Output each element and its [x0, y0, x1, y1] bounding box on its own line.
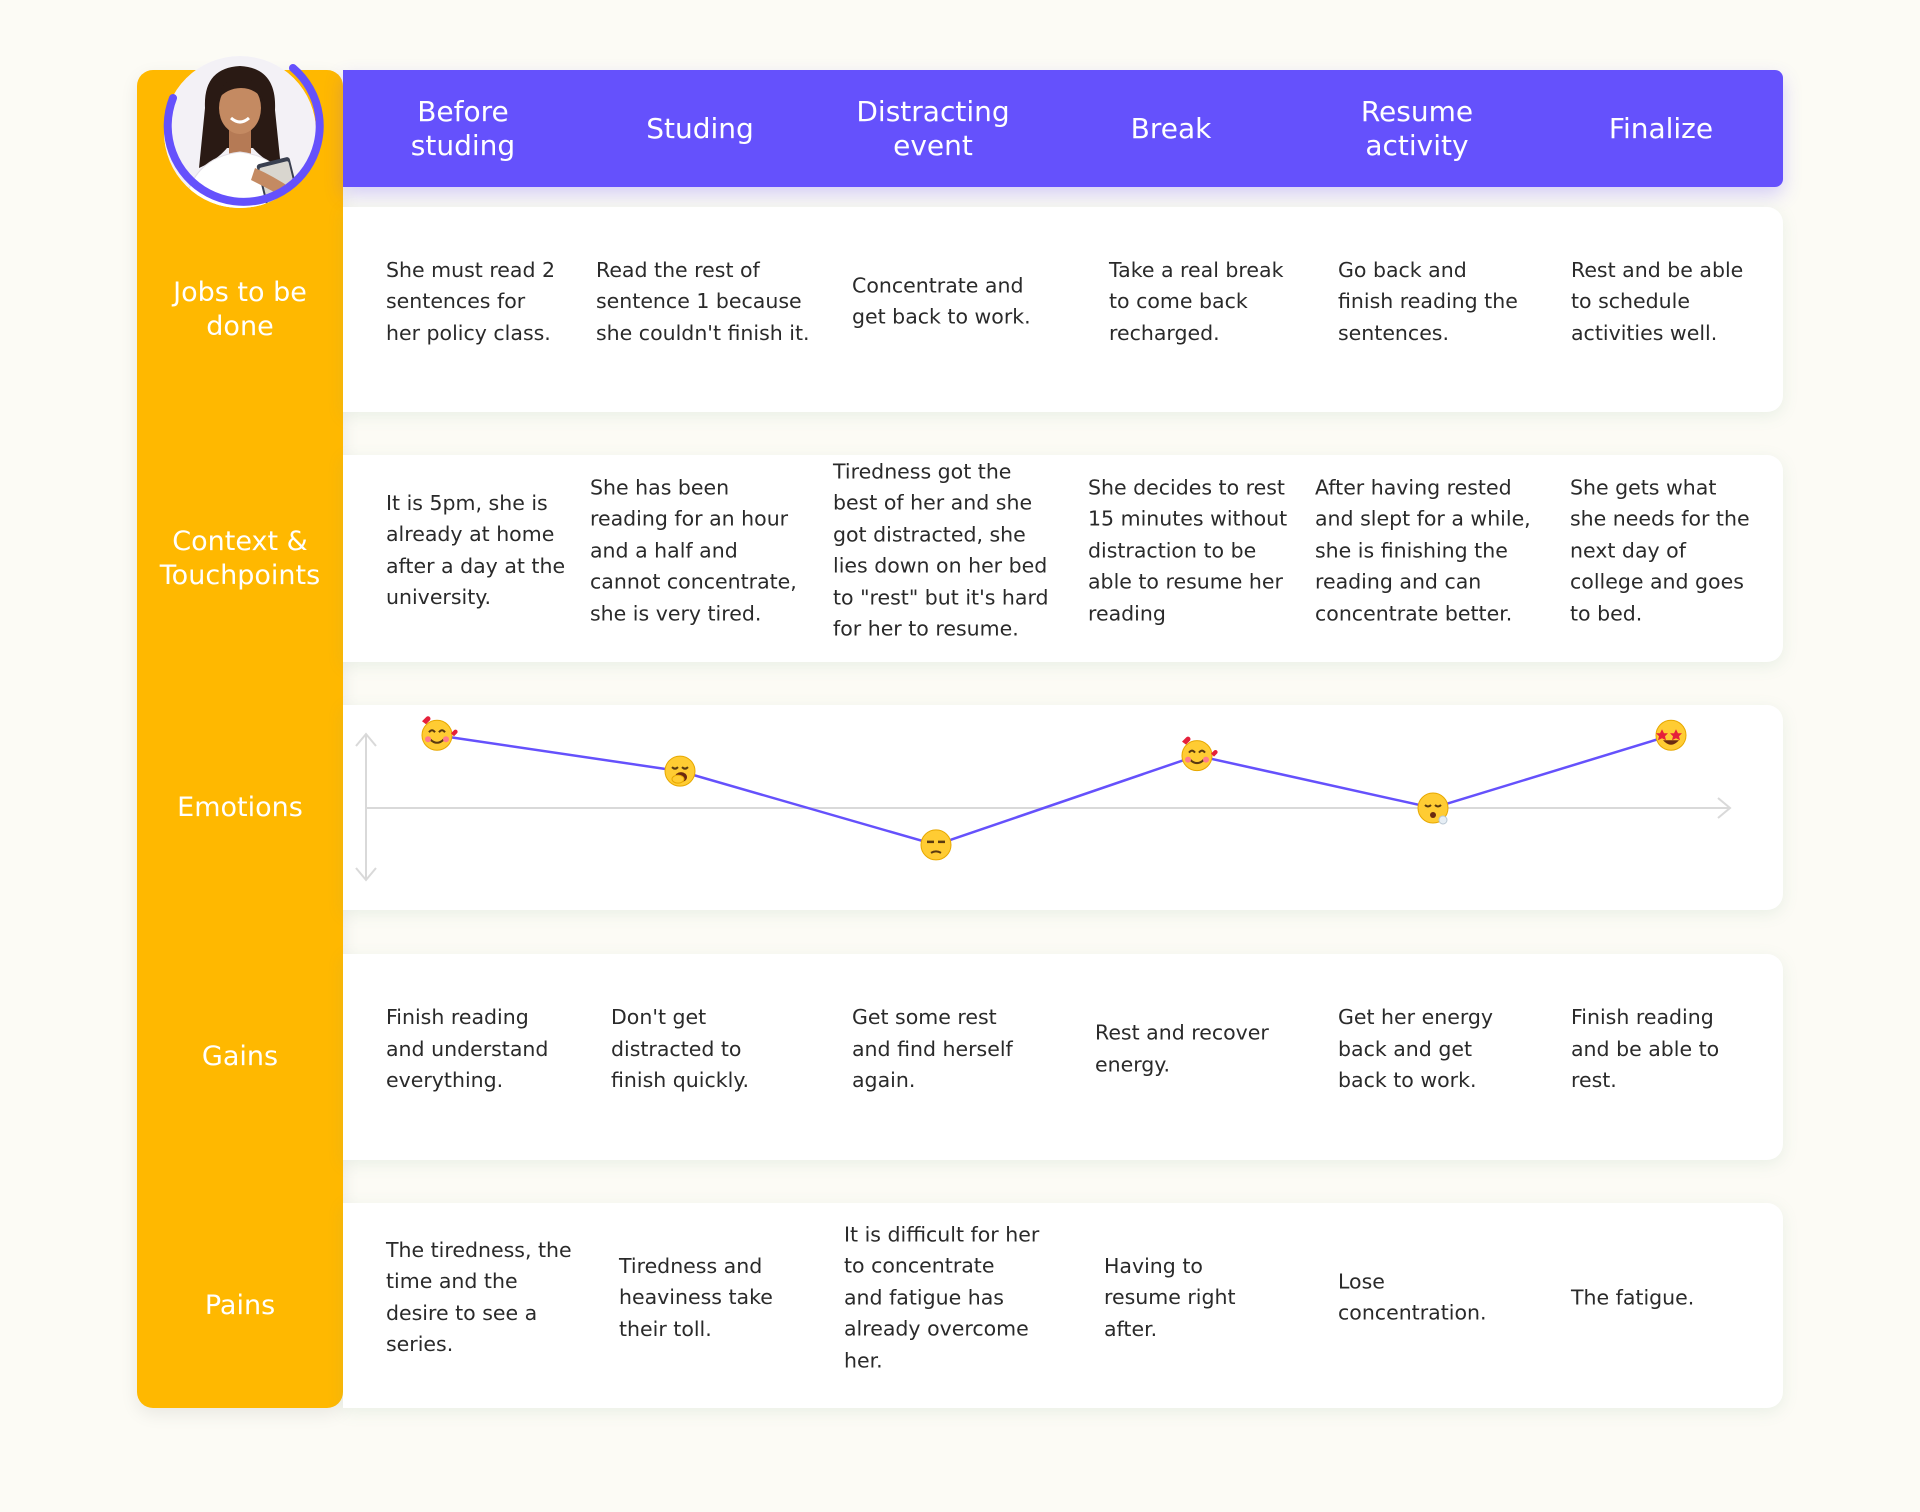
- jobs-to-be-done-cell: She must read 2 sentences for her policy…: [386, 257, 556, 345]
- unamused-face-icon: [920, 829, 952, 861]
- emotion-curve: [436, 734, 1672, 847]
- avatar-icon: [163, 56, 324, 208]
- gains-card: [343, 954, 1783, 1160]
- stage-4: Break: [1130, 111, 1212, 145]
- stage-1: Before studing: [410, 94, 516, 162]
- row-label-sidebar: [137, 70, 343, 1408]
- star-struck-face-icon: [1655, 719, 1687, 751]
- gains-cell: Get some rest and find herself again.: [852, 1004, 1013, 1092]
- pains-cell: It is difficult for her to concentrate a…: [844, 1221, 1040, 1372]
- persona-avatar: [143, 48, 333, 228]
- context-touchpoints-cell: She gets what she needs for the next day…: [1570, 474, 1750, 625]
- context-touchpoints-cell: Tiredness got the best of her and she go…: [833, 459, 1049, 641]
- pains-cell: The tiredness, the time and the desire t…: [386, 1237, 572, 1357]
- gains-cell: Don't get distracted to finish quickly.: [611, 1004, 750, 1092]
- smiling-face-with-hearts-icon: [1181, 736, 1218, 772]
- gains-cell: Get her energy back and get back to work…: [1338, 1004, 1494, 1092]
- gains-cell: Finish reading and be able to rest.: [1571, 1004, 1720, 1092]
- context-touchpoints-cell: It is 5pm, she is already at home after …: [386, 490, 566, 610]
- jobs-to-be-done-cell: Read the rest of sentence 1 because she …: [596, 257, 810, 345]
- face-exhaling-icon: [1417, 792, 1449, 825]
- jobs-to-be-done-cell: Rest and be able to schedule activities …: [1571, 257, 1744, 345]
- smiling-face-with-hearts-icon: [421, 716, 458, 751]
- stage-5: Resume activity: [1360, 94, 1474, 162]
- gains-cell: Rest and recover energy.: [1095, 1020, 1269, 1077]
- stage-6: Finalize: [1608, 111, 1714, 145]
- pains-cell: The fatigue.: [1571, 1284, 1695, 1309]
- time-axis-arrow-icon: [1717, 797, 1732, 819]
- context-touchpoints-card: [343, 455, 1783, 662]
- jobs-to-be-done-cell: Go back and finish reading the sentences…: [1338, 257, 1518, 345]
- context-touchpoints-cell: She decides to rest 15 minutes without d…: [1088, 474, 1288, 625]
- stage-header: Before studing Studing Distracting event Br…: [343, 70, 1783, 187]
- context-touchpoints-label: Context & Touchpoints: [159, 525, 321, 591]
- pains-cell: Having to resume right after.: [1104, 1253, 1236, 1341]
- jobs-to-be-done-cell: Concentrate and get back to work.: [852, 273, 1031, 329]
- jobs-to-be-done-card: [343, 207, 1783, 412]
- stage-2: Studing: [646, 111, 754, 145]
- stage-3: Distracting event: [856, 94, 1010, 162]
- context-touchpoints-cell: She has been reading for an hour and a h…: [590, 474, 797, 625]
- emotions-label: Emotions: [177, 791, 303, 823]
- gains-label: Gains: [201, 1041, 279, 1072]
- pains-card: [343, 1203, 1783, 1408]
- yawning-face-icon: [664, 755, 696, 787]
- jobs-to-be-done-label: Jobs to be done: [173, 276, 307, 342]
- pains-cell: Lose concentration.: [1338, 1269, 1487, 1325]
- emotion-axis-up-arrow-icon: [355, 732, 377, 747]
- emotion-axis-down-arrow-icon: [355, 867, 377, 882]
- pains-cell: Tiredness and heaviness take their toll.: [619, 1253, 773, 1341]
- context-touchpoints-cell: After having rested and slept for a whil…: [1315, 474, 1531, 625]
- pains-label: Pains: [204, 1289, 276, 1321]
- emotion-axes: [355, 732, 1732, 882]
- gains-cell: Finish reading and understand everything…: [386, 1004, 549, 1092]
- jobs-to-be-done-cell: Take a real break to come back recharged…: [1109, 257, 1284, 345]
